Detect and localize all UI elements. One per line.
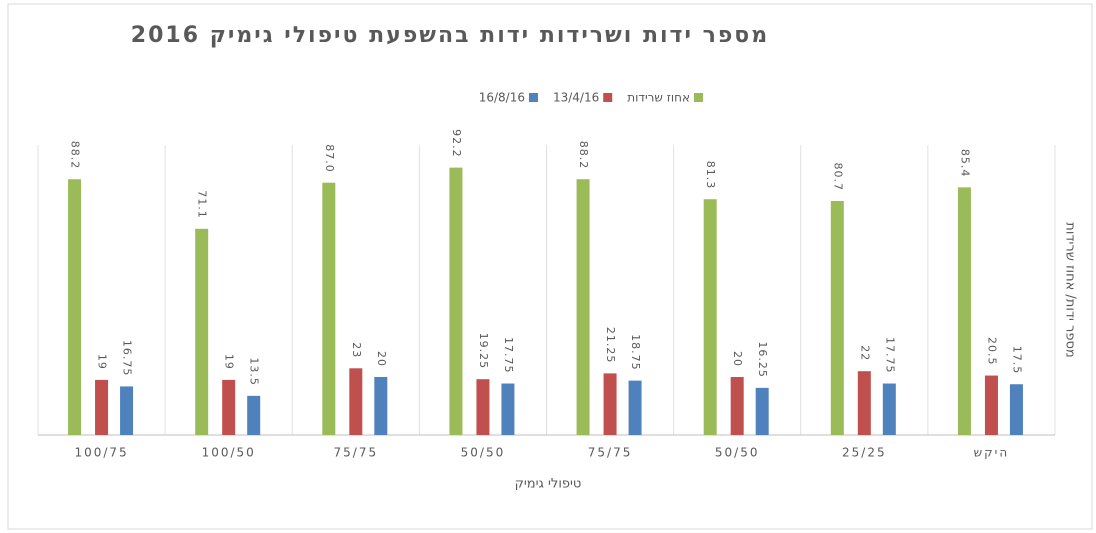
data-label: 80.7 [831, 162, 844, 191]
bar [576, 179, 590, 435]
bar [476, 379, 490, 435]
legend-label: 13/4/16 [553, 91, 599, 105]
bar [247, 395, 261, 435]
bar [603, 373, 617, 435]
x-tick-label: 75/75 [588, 446, 633, 460]
y-axis-title: מספר ידות/ אחוז שרידות [1063, 222, 1078, 357]
bar [349, 368, 363, 435]
legend-swatch [694, 93, 703, 102]
chart-frame [7, 3, 1093, 530]
bar [882, 383, 896, 435]
bar [195, 228, 209, 435]
legend-label: אחוז שרידות [627, 91, 690, 105]
bar [857, 371, 871, 435]
data-label: 17.5 [1010, 346, 1023, 375]
data-label: 22 [858, 345, 871, 361]
bar [120, 386, 134, 435]
chart-title: מספר ידות ושרידות ידות בהשפעת טיפולי גימ… [131, 23, 769, 48]
x-tick-label: 50/50 [461, 446, 506, 460]
data-label: 16.25 [756, 341, 769, 378]
data-label: 92.2 [450, 129, 463, 158]
bar [68, 179, 82, 435]
bar [1009, 384, 1023, 435]
bar [95, 379, 109, 435]
x-tick-label: 50/50 [715, 446, 760, 460]
bar [222, 379, 236, 435]
data-label: 87.0 [323, 144, 336, 173]
data-label: 19 [223, 354, 236, 370]
bar [628, 380, 642, 435]
x-tick-label: 100/75 [74, 446, 128, 460]
x-tick-label: היקש [974, 446, 1010, 460]
data-label: 16.75 [121, 340, 134, 377]
data-label: 21.25 [604, 327, 617, 364]
bar [984, 375, 998, 435]
legend-swatch [603, 93, 613, 102]
data-label: 71.1 [196, 190, 209, 219]
data-label: 19.25 [477, 333, 490, 370]
data-label: 17.75 [502, 337, 515, 374]
bar [730, 377, 744, 435]
bar [703, 199, 717, 435]
legend-label: 16/8/16 [479, 91, 525, 105]
data-label: 81.3 [704, 161, 717, 190]
data-label: 23 [350, 342, 363, 358]
data-label: 88.2 [577, 141, 590, 170]
bar [755, 387, 769, 435]
data-label: 20 [375, 351, 388, 367]
data-label: 88.2 [69, 141, 82, 170]
data-label: 19 [96, 354, 109, 370]
x-tick-label: 25/25 [842, 446, 887, 460]
x-tick-label: 75/75 [334, 446, 379, 460]
data-label: 18.75 [629, 334, 642, 371]
x-axis-title: טיפולי גימיק [515, 477, 582, 492]
data-label: 13.5 [248, 357, 261, 386]
bar [322, 182, 336, 435]
bar [449, 167, 463, 435]
data-label: 20.5 [985, 337, 998, 366]
legend-swatch [528, 93, 538, 102]
bar [830, 200, 844, 435]
data-label: 85.4 [958, 149, 971, 178]
bar [501, 383, 515, 435]
data-label: 20 [731, 351, 744, 367]
bar [957, 187, 971, 435]
bar [374, 377, 388, 435]
x-tick-label: 100/50 [202, 446, 256, 460]
data-label: 17.75 [883, 337, 896, 374]
